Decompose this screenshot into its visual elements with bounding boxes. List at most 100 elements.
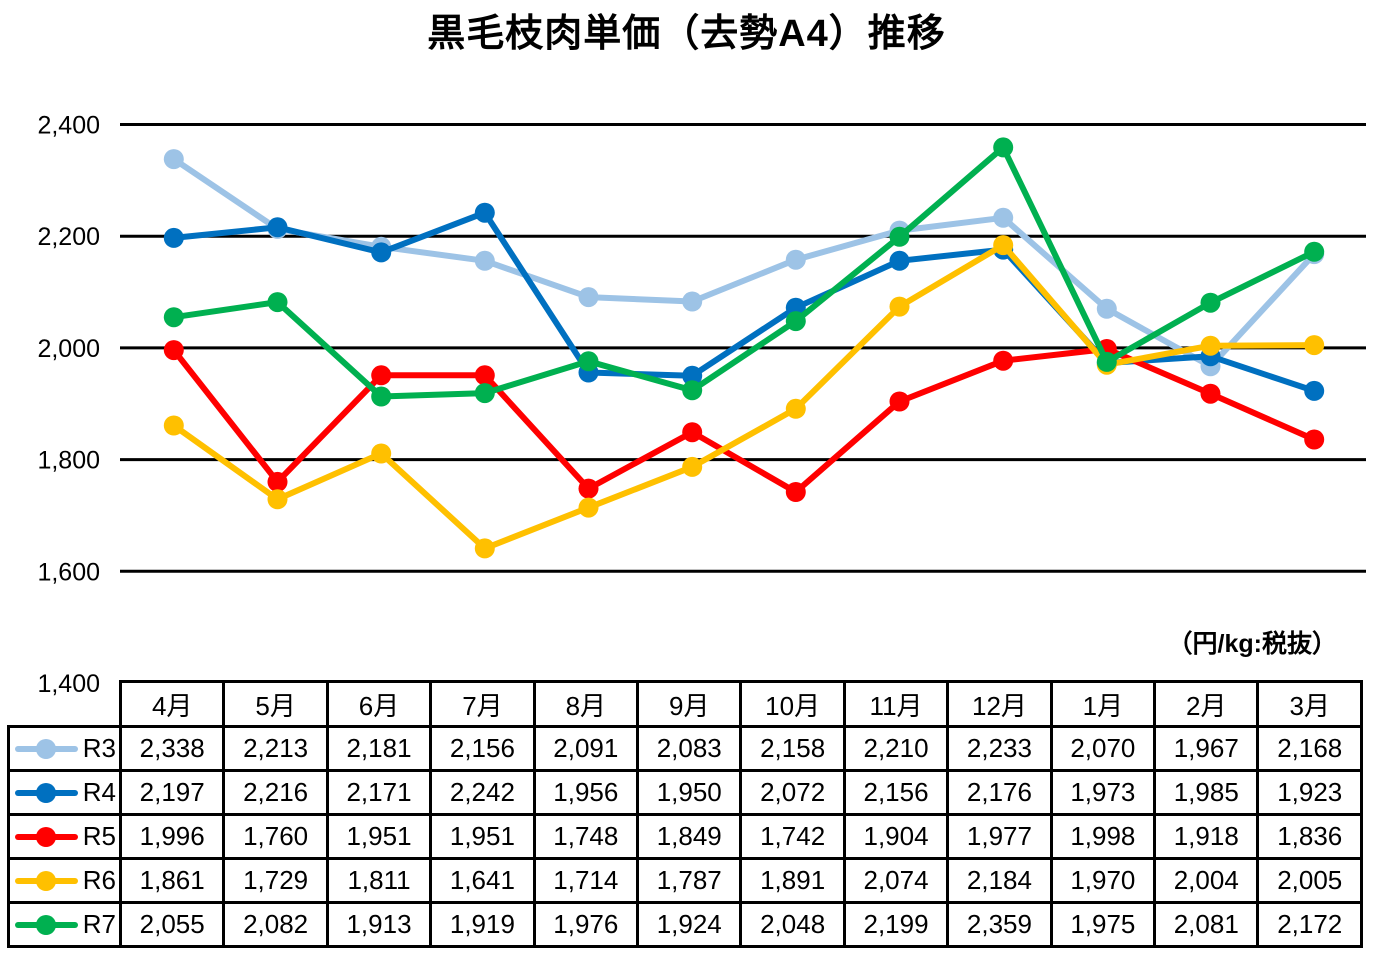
data-point-marker-R7 — [1096, 351, 1117, 372]
legend-cell: R3 — [7, 725, 122, 772]
data-point-marker-R6 — [267, 489, 288, 510]
month-header-cell: 6月 — [325, 680, 433, 728]
value-cell: 1,956 — [532, 769, 640, 816]
legend-key-wrap: R3 — [12, 733, 118, 764]
legend-key-icon — [15, 826, 78, 848]
data-point-marker-R7 — [474, 383, 495, 404]
month-header-cell: 12月 — [946, 680, 1053, 728]
legend-key-wrap: R7 — [12, 909, 118, 940]
data-point-marker-R7 — [267, 292, 288, 313]
value-cell: 1,976 — [532, 901, 640, 948]
value-cell: 1,973 — [1049, 769, 1157, 816]
legend-key-icon — [15, 782, 78, 804]
line-chart: 2,400 2,200 2,000 1,800 1,600 1,400 — [37, 112, 1366, 698]
data-point-marker-R3 — [682, 291, 703, 312]
data-point-marker-R3 — [1096, 298, 1117, 319]
table-row-R3: R3 2,338 2,213 2,181 2,156 2,091 2,083 2,158 2,2… — [7, 725, 1363, 772]
month-header-cell: 1月 — [1049, 680, 1157, 728]
legend-dot — [36, 826, 57, 847]
value-cell: 1,811 — [325, 857, 433, 904]
data-table-body: 4月 5月 6月 7月 8月 9月 10月 11月 12月 1月 2月 3月 R3 2,338 2,213 2… — [7, 680, 1363, 948]
data-point-marker-R4 — [163, 227, 184, 248]
value-cell: 1,861 — [118, 857, 226, 904]
legend-dot — [36, 782, 57, 803]
value-cell: 2,171 — [325, 769, 433, 816]
value-cell: 2,072 — [739, 769, 846, 816]
series-name-label: R6 — [82, 865, 116, 895]
data-point-marker-R3 — [578, 287, 599, 308]
y-axis-tick-label: 1,600 — [37, 558, 100, 586]
data-table: 4月 5月 6月 7月 8月 9月 10月 11月 12月 1月 2月 3月 R3 2,338 2,213 2… — [7, 680, 1363, 948]
unit-label: （円/kg:税抜） — [1167, 630, 1337, 658]
value-cell: 1,977 — [946, 813, 1053, 860]
value-cell: 1,985 — [1153, 769, 1260, 816]
value-cell: 1,748 — [532, 813, 640, 860]
data-point-marker-R3 — [785, 249, 806, 270]
table-row-R7: R7 2,055 2,082 1,913 1,919 1,976 1,924 2,048 2,1… — [7, 901, 1363, 948]
value-cell: 2,083 — [636, 725, 743, 772]
value-cell: 2,070 — [1049, 725, 1157, 772]
value-cell: 2,004 — [1153, 857, 1260, 904]
value-cell: 1,951 — [325, 813, 433, 860]
value-cell: 1,975 — [1049, 901, 1157, 948]
value-cell: 1,998 — [1049, 813, 1157, 860]
table-row-R4: R4 2,197 2,216 2,171 2,242 1,956 1,950 2,072 2,1… — [7, 769, 1363, 816]
value-cell: 2,176 — [946, 769, 1053, 816]
value-cell: 1,967 — [1153, 725, 1260, 772]
month-header-cell: 2月 — [1153, 680, 1260, 728]
data-point-marker-R7 — [682, 380, 703, 401]
legend-dot — [36, 738, 57, 759]
data-point-marker-R6 — [993, 235, 1014, 256]
value-cell: 2,184 — [946, 857, 1053, 904]
data-point-marker-R5 — [993, 350, 1014, 371]
data-point-marker-R4 — [682, 365, 703, 386]
value-cell: 1,714 — [532, 857, 640, 904]
data-point-marker-R6 — [371, 443, 392, 464]
legend-cell: R7 — [7, 901, 122, 948]
value-cell: 2,005 — [1256, 857, 1363, 904]
value-cell: 1,760 — [222, 813, 329, 860]
legend-dot — [36, 870, 57, 891]
value-cell: 2,048 — [739, 901, 846, 948]
data-point-marker-R5 — [682, 422, 703, 443]
data-point-marker-R4 — [371, 242, 392, 263]
value-cell: 1,787 — [636, 857, 743, 904]
data-point-marker-R6 — [682, 456, 703, 477]
data-point-marker-R4 — [1304, 380, 1325, 401]
series-name-label: R5 — [82, 821, 116, 851]
legend-cell: R6 — [7, 857, 122, 904]
month-header-cell: 8月 — [532, 680, 640, 728]
value-cell: 2,338 — [118, 725, 226, 772]
legend-key-wrap: R4 — [12, 777, 118, 808]
series-name-label: R7 — [82, 909, 116, 939]
legend-cell: R4 — [7, 769, 122, 816]
data-point-marker-R3 — [163, 149, 184, 170]
y-axis-tick-label: 1,800 — [37, 447, 100, 475]
value-cell: 2,055 — [118, 901, 226, 948]
data-point-marker-R6 — [1304, 335, 1325, 356]
data-point-marker-R6 — [889, 296, 910, 317]
value-cell: 2,197 — [118, 769, 226, 816]
data-point-marker-R5 — [1200, 383, 1221, 404]
value-cell: 1,904 — [842, 813, 950, 860]
value-cell: 1,913 — [325, 901, 433, 948]
value-cell: 1,996 — [118, 813, 226, 860]
data-point-marker-R5 — [578, 478, 599, 499]
data-point-marker-R7 — [578, 351, 599, 372]
value-cell: 1,836 — [1256, 813, 1363, 860]
value-cell: 2,156 — [429, 725, 536, 772]
y-axis-tick-label: 1,400 — [37, 670, 100, 698]
data-point-marker-R6 — [1200, 335, 1221, 356]
value-cell: 2,359 — [946, 901, 1053, 948]
value-cell: 2,158 — [739, 725, 846, 772]
legend-key-wrap: R5 — [12, 821, 118, 852]
series-line-R3 — [170, 156, 1318, 370]
legend-dot — [36, 914, 57, 935]
series-name-label: R4 — [82, 777, 116, 807]
value-cell: 2,199 — [842, 901, 950, 948]
month-header-cell: 11月 — [842, 680, 950, 728]
table-header-row: 4月 5月 6月 7月 8月 9月 10月 11月 12月 1月 2月 3月 — [9, 680, 1363, 728]
data-point-marker-R5 — [1304, 429, 1325, 450]
value-cell: 2,168 — [1256, 725, 1363, 772]
value-cell: 2,074 — [842, 857, 950, 904]
